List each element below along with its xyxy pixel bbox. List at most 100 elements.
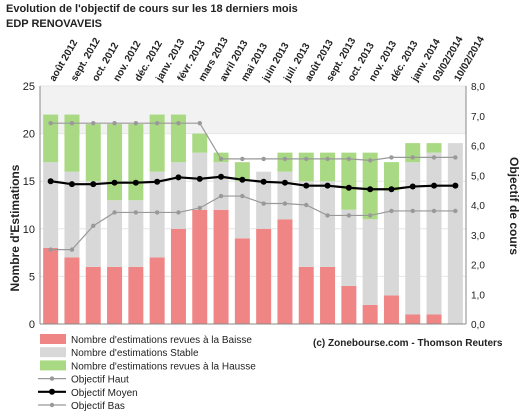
bar-segment-1-6 (170, 162, 186, 229)
credit-text: (c) Zonebourse.com - Thomson Reuters (313, 338, 503, 349)
chart-subtitle: EDP RENOVAVEIS (6, 18, 102, 30)
series-point-2-9 (240, 193, 245, 199)
series-point-2-12 (304, 202, 309, 208)
right-tick-label-7: 7,0 (471, 112, 485, 123)
series-point-1-11 (281, 179, 288, 186)
right-tick-label-0: 0,0 (471, 320, 485, 331)
axes: 0 5 10 15 20 25 0,0 1,0 2,0 3,0 4,0 5,0 6,0 7,0 8,0 (23, 81, 486, 331)
bar-segment-1-8 (213, 162, 229, 210)
y-axis-right-title: Objectif de cours (507, 157, 519, 255)
legend-item-0: Nombre d'estimations revues à la Baisse (40, 334, 252, 346)
series-point-2-2 (91, 223, 96, 229)
bar-segment-2-0 (43, 114, 59, 163)
bar-segment-0-8 (213, 209, 229, 324)
series-point-2-7 (197, 205, 202, 211)
bar-segment-2-15 (362, 152, 378, 220)
series-point-1-0 (47, 178, 54, 185)
legend-item-4: Objectif Moyen (38, 388, 138, 399)
series-line-2 (50, 195, 456, 251)
bar-segment-1-17 (405, 162, 421, 315)
legend-swatch (40, 360, 66, 371)
series-point-0-15 (367, 158, 373, 163)
bar-segment-1-9 (234, 181, 250, 239)
legend-item-5: Objectif Bas (38, 401, 125, 412)
series-point-1-1 (68, 181, 75, 188)
legend-label: Objectif Moyen (71, 388, 138, 399)
bar-segment-1-11 (277, 171, 293, 220)
legend-label: Objectif Bas (71, 401, 125, 412)
series-point-0-19 (453, 155, 458, 160)
series-point-2-13 (325, 213, 330, 218)
series-point-1-5 (154, 178, 161, 185)
left-tick-label-4: 20 (23, 129, 35, 141)
series-point-0-11 (282, 156, 288, 162)
series-point-1-8 (218, 173, 225, 180)
right-tick-label-8: 8,0 (471, 82, 485, 93)
series-point-0-3 (112, 120, 117, 126)
series-point-1-16 (388, 186, 395, 193)
series-point-1-4 (132, 179, 139, 186)
series-point-2-14 (346, 213, 352, 218)
legend-label: Nombre d'estimations Stable (71, 348, 199, 359)
bar-segment-2-4 (128, 124, 144, 201)
bar-segment-2-14 (341, 152, 357, 210)
bar-segment-2-16 (383, 162, 399, 191)
series-point-0-17 (410, 155, 415, 160)
series-point-0-0 (48, 120, 53, 126)
bar-segment-1-19 (447, 143, 463, 324)
legend-swatch (40, 347, 66, 358)
series-point-0-9 (240, 156, 245, 162)
plot-background (40, 86, 466, 324)
bar-segment-0-6 (170, 228, 186, 324)
series-point-1-13 (324, 182, 331, 189)
right-tick-label-3: 3,0 (471, 231, 485, 242)
bar-segment-0-16 (383, 295, 399, 324)
series-point-1-14 (345, 184, 352, 191)
series-point-0-8 (218, 156, 224, 162)
series-point-1-9 (239, 176, 246, 183)
series-point-0-12 (304, 156, 309, 162)
bar-segment-0-1 (64, 257, 80, 324)
bar-segment-1-1 (64, 171, 80, 258)
series-point-1-12 (303, 182, 310, 189)
series-point-0-7 (197, 120, 202, 126)
legend-label: Nombre d'estimations revues à la Baisse (71, 335, 252, 346)
legend-marker (49, 388, 55, 395)
bar-segment-1-4 (128, 200, 144, 267)
bar-segment-2-18 (426, 143, 442, 153)
series-point-2-1 (69, 247, 75, 252)
legend-item-3: Objectif Haut (38, 375, 129, 386)
bar-segment-0-13 (320, 266, 336, 324)
series-point-0-10 (261, 156, 266, 162)
series-point-2-4 (133, 210, 139, 215)
bar-segment-1-3 (107, 200, 123, 267)
bar-segment-1-14 (341, 209, 357, 286)
series-point-1-10 (260, 178, 267, 185)
bar-segment-2-11 (277, 152, 293, 172)
y-axis-left-title: Nombre d'Estimations (8, 164, 22, 291)
legend-swatch (40, 334, 66, 344)
left-tick-label-2: 10 (23, 224, 35, 236)
legend-item-1: Nombre d'estimations Stable (40, 347, 199, 359)
bar-segment-1-13 (320, 181, 336, 267)
series-line-1 (50, 175, 456, 191)
right-tick-label-1: 1,0 (471, 290, 485, 301)
bar-segment-0-14 (341, 285, 357, 324)
legend-item-2: Nombre d'estimations revues à la Hausse (40, 360, 256, 372)
bar-segment-0-2 (85, 266, 101, 324)
legend-label: Objectif Haut (71, 375, 129, 386)
left-tick-label-3: 15 (23, 176, 35, 188)
series-point-1-6 (175, 174, 182, 181)
bar-segment-1-12 (298, 181, 314, 267)
bar-segment-2-7 (192, 133, 208, 153)
series-point-2-11 (282, 201, 288, 206)
series-point-0-14 (346, 156, 352, 162)
series-point-0-6 (176, 120, 181, 126)
series-point-0-13 (325, 156, 330, 162)
bar-segment-1-16 (383, 190, 399, 296)
series-point-0-18 (431, 155, 437, 160)
bar-segment-2-3 (107, 124, 123, 201)
bar-segment-0-4 (128, 266, 144, 324)
bar-segment-2-5 (149, 114, 165, 172)
series-point-2-8 (218, 193, 224, 199)
